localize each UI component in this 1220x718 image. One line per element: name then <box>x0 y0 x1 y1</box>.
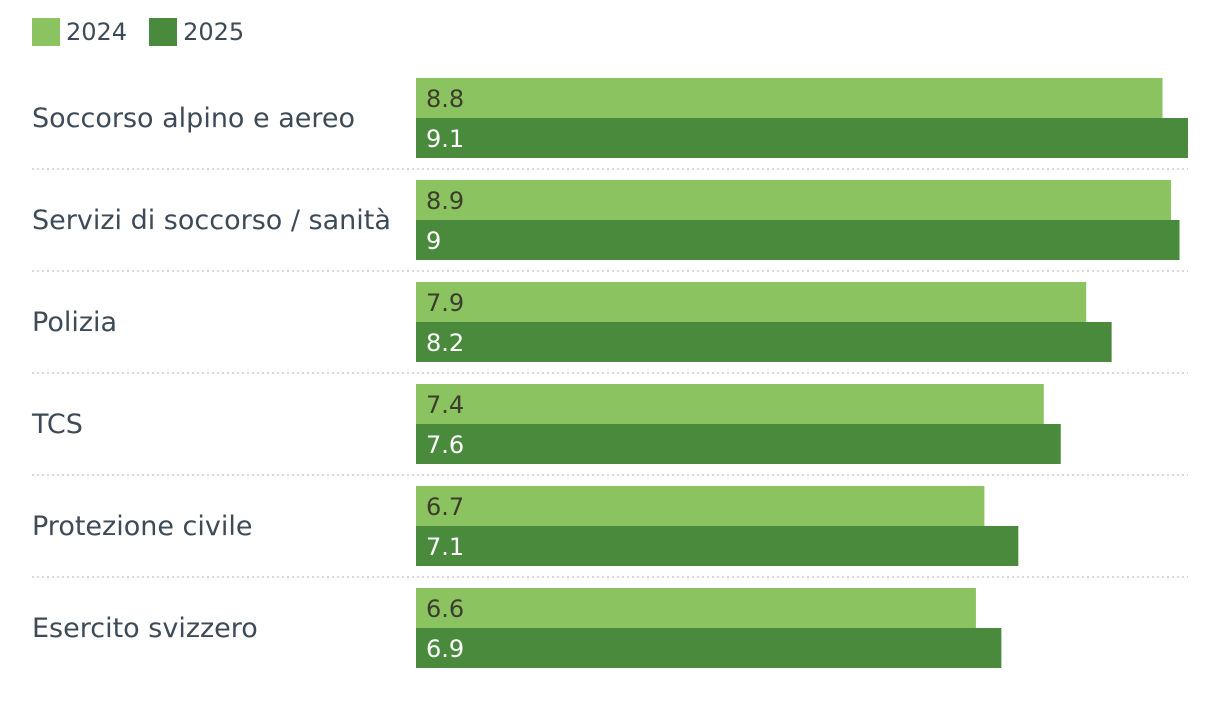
bar-2024 <box>416 78 1163 118</box>
category-label: Protezione civile <box>32 511 252 542</box>
legend-label-2025: 2025 <box>183 18 245 46</box>
bar-2024 <box>416 180 1172 220</box>
category-group: Servizi di soccorso / sanità 8.9 9 <box>32 180 1180 260</box>
value-label-2024: 6.7 <box>426 493 464 521</box>
category-label: Esercito svizzero <box>32 613 258 644</box>
category-label: Soccorso alpino e aereo <box>32 103 355 134</box>
category-group: Esercito svizzero 6.6 6.9 <box>32 588 1002 668</box>
bar-2024 <box>416 384 1044 424</box>
bar-2025 <box>416 424 1061 464</box>
value-label-2025: 9 <box>426 227 441 255</box>
bar-2025 <box>416 322 1112 362</box>
value-label-2025: 8.2 <box>426 329 464 357</box>
value-label-2025: 6.9 <box>426 635 464 663</box>
legend: 2024 2025 <box>32 17 266 47</box>
category-group: Soccorso alpino e aereo 8.8 9.1 <box>32 78 1188 158</box>
value-label-2025: 7.1 <box>426 533 464 561</box>
value-label-2024: 7.9 <box>426 289 464 317</box>
legend-item-2025: 2025 <box>149 18 244 46</box>
bar-2025 <box>416 628 1002 668</box>
bar-2025 <box>416 526 1019 566</box>
category-group: Protezione civile 6.7 7.1 <box>32 486 1019 566</box>
legend-swatch-2025 <box>149 18 178 46</box>
value-label-2024: 8.9 <box>426 187 464 215</box>
bar-2024 <box>416 486 985 526</box>
category-group: Polizia 7.9 8.2 <box>32 282 1112 362</box>
value-label-2025: 9.1 <box>426 125 464 153</box>
value-label-2024: 6.6 <box>426 595 464 623</box>
category-label: Polizia <box>32 307 117 338</box>
legend-item-2024: 2024 <box>32 18 127 46</box>
bar-2024 <box>416 588 976 628</box>
category-label: Servizi di soccorso / sanità <box>32 205 391 236</box>
bar-2025 <box>416 220 1180 260</box>
value-label-2024: 8.8 <box>426 85 464 113</box>
value-label-2024: 7.4 <box>426 391 464 419</box>
legend-swatch-2024 <box>32 18 60 46</box>
category-group: TCS 7.4 7.6 <box>31 384 1061 464</box>
bar-2025 <box>416 118 1188 158</box>
category-label: TCS <box>31 409 83 440</box>
legend-label-2024: 2024 <box>66 18 128 46</box>
value-label-2025: 7.6 <box>426 431 464 459</box>
bar-2024 <box>416 282 1087 322</box>
